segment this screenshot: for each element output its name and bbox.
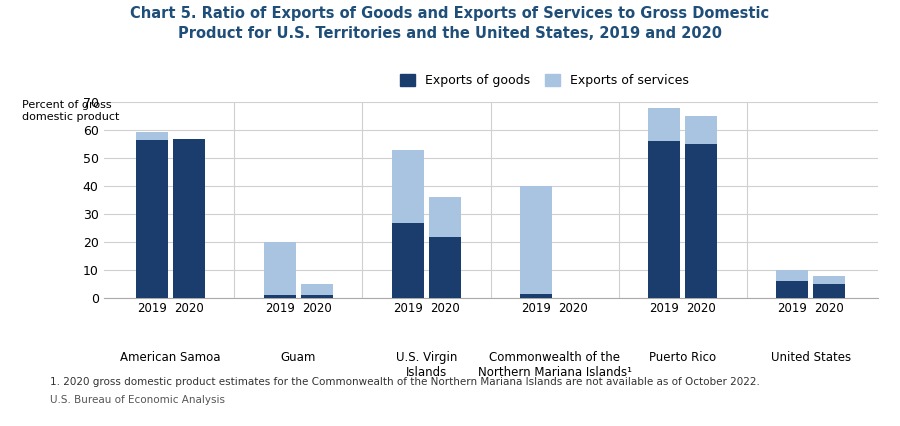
Text: 1. 2020 gross domestic product estimates for the Commonwealth of the Northern Ma: 1. 2020 gross domestic product estimates… bbox=[50, 377, 760, 387]
Bar bbox=[428, 236, 461, 298]
Text: Chart 5. Ratio of Exports of Goods and Exports of Services to Gross Domestic
Pro: Chart 5. Ratio of Exports of Goods and E… bbox=[130, 6, 770, 41]
Bar bbox=[776, 282, 808, 298]
Text: Guam: Guam bbox=[281, 351, 316, 364]
Bar bbox=[648, 141, 680, 298]
Bar bbox=[301, 295, 333, 298]
Bar bbox=[520, 294, 553, 298]
Legend: Exports of goods, Exports of services: Exports of goods, Exports of services bbox=[395, 69, 694, 92]
Bar bbox=[301, 284, 333, 295]
Bar bbox=[520, 186, 553, 294]
Bar bbox=[264, 242, 296, 295]
Bar bbox=[813, 276, 845, 284]
Text: Percent of gross
domestic product: Percent of gross domestic product bbox=[22, 100, 120, 122]
Bar bbox=[648, 108, 680, 141]
Bar bbox=[428, 197, 461, 236]
Text: U.S. Virgin
Islands: U.S. Virgin Islands bbox=[396, 351, 457, 379]
Bar bbox=[813, 284, 845, 298]
Text: American Samoa: American Samoa bbox=[121, 351, 220, 364]
Text: U.S. Bureau of Economic Analysis: U.S. Bureau of Economic Analysis bbox=[50, 395, 224, 405]
Bar bbox=[264, 295, 296, 298]
Bar bbox=[136, 140, 168, 298]
Bar bbox=[776, 270, 808, 282]
Bar bbox=[685, 116, 717, 144]
Bar bbox=[136, 132, 168, 140]
Text: United States: United States bbox=[770, 351, 850, 364]
Bar bbox=[392, 150, 424, 223]
Bar bbox=[392, 223, 424, 298]
Text: Puerto Rico: Puerto Rico bbox=[649, 351, 716, 364]
Text: Commonwealth of the
Northern Mariana Islands¹: Commonwealth of the Northern Mariana Isl… bbox=[478, 351, 632, 379]
Bar bbox=[173, 138, 205, 298]
Bar bbox=[685, 144, 717, 298]
